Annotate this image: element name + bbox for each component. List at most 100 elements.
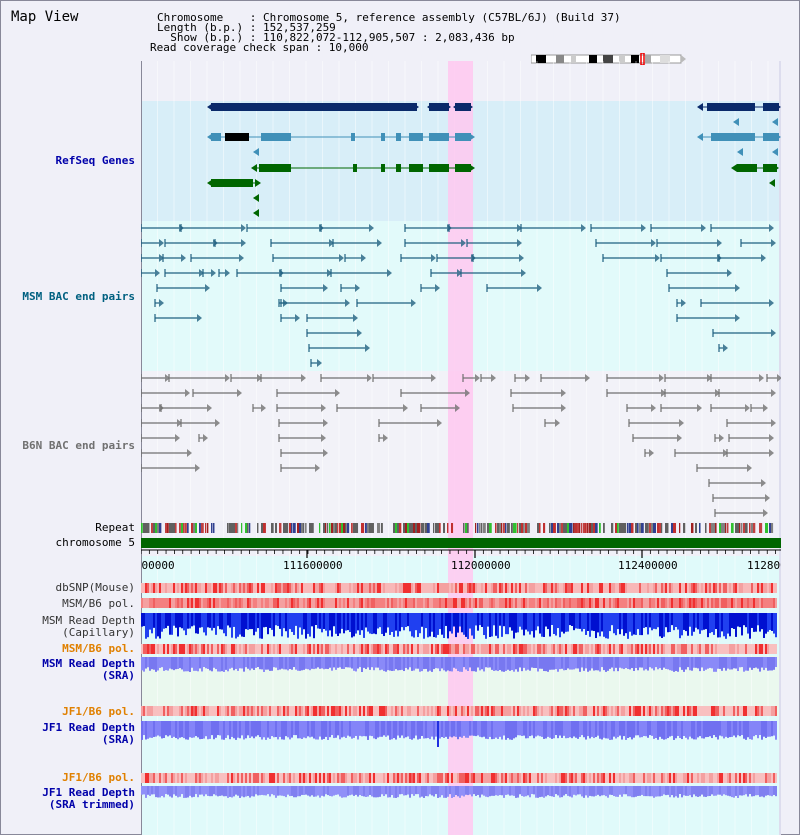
msm-depth-sra-bar — [183, 657, 185, 672]
msm-pol-2-cell — [543, 644, 545, 654]
msm-pol-1-cell — [647, 598, 649, 608]
jf1-depth-sra-bar — [577, 721, 579, 739]
msm-depth-cap-bar — [171, 613, 173, 635]
track-label-msm-pol-1[interactable]: MSM/B6 pol. — [62, 597, 135, 610]
msm-pol-1-cell — [757, 598, 759, 608]
jf1-depth-sra-bar — [145, 721, 147, 740]
jf1-pol-2-cell — [647, 773, 649, 783]
jf1-pol-2-cell — [491, 773, 493, 783]
track-label-msm-depth-sra[interactable]: MSM Read Depth — [42, 657, 135, 670]
repeat-element — [553, 523, 556, 533]
msm-bac-arrow — [771, 239, 776, 247]
b6n-bac-arrow — [763, 404, 768, 412]
msm-pol-1-cell — [433, 598, 435, 608]
jf1-pol-1-cell — [275, 706, 277, 716]
dbsnp-cell — [599, 583, 601, 593]
msm-depth-cap-bar — [445, 613, 447, 626]
jf1-pol-1-cell — [585, 706, 587, 716]
jf1-depth-sra-bar — [565, 721, 567, 739]
jf1-depth-trim-bar — [319, 786, 321, 798]
msm-depth-cap-bar — [229, 613, 231, 628]
msm-pol-2-cell — [609, 644, 611, 654]
jf1-pol-1-cell — [365, 706, 367, 716]
jf1-pol-2-cell — [321, 773, 323, 783]
msm-pol-2-cell — [243, 644, 245, 654]
jf1-depth-trim-bar — [447, 786, 449, 797]
jf1-depth-trim-bar — [541, 786, 543, 797]
msm-pol-2-cell — [519, 644, 521, 654]
msm-pol-2-cell — [579, 644, 581, 654]
jf1-depth-trim-bar — [583, 786, 585, 798]
jf1-pol-2-cell — [429, 773, 431, 783]
msm-pol-2-cell — [591, 644, 593, 654]
dbsnp-cell — [313, 583, 315, 593]
jf1-depth-trim-bar — [383, 786, 385, 797]
jf1-pol-2-cell — [433, 773, 435, 783]
jf1-pol-1-cell — [347, 706, 349, 716]
msm-bac-arrow — [159, 239, 164, 247]
msm-depth-cap-bar — [225, 613, 227, 637]
msm-pol-2-cell — [669, 644, 671, 654]
msm-depth-cap-bar — [387, 613, 389, 628]
msm-pol-1-cell — [247, 598, 249, 608]
msm-pol-1-cell — [515, 598, 517, 608]
jf1-depth-trim-bar — [145, 786, 147, 798]
msm-depth-cap-bar — [407, 613, 409, 627]
jf1-depth-trim-bar — [625, 786, 627, 795]
msm-pol-1-cell — [725, 598, 727, 608]
jf1-depth-sra-bar — [161, 721, 163, 739]
chromosome-ideogram[interactable] — [531, 53, 686, 65]
jf1-pol-1-cell — [555, 706, 557, 716]
msm-pol-2-cell — [231, 644, 233, 654]
jf1-pol-1-cell — [439, 706, 441, 716]
msm-depth-sra-bar — [263, 657, 265, 672]
track-label-jf1-depth-sra[interactable]: JF1 Read Depth — [42, 721, 135, 734]
msm-pol-2-cell — [387, 644, 389, 654]
dbsnp-cell — [709, 583, 711, 593]
jf1-pol-1-cell — [543, 706, 545, 716]
repeat-element — [537, 523, 540, 533]
jf1-pol-2-cell — [523, 773, 525, 783]
dbsnp-cell — [269, 583, 271, 593]
jf1-pol-1-cell — [401, 706, 403, 716]
msm-depth-cap-bar — [441, 613, 443, 635]
repeat-element — [589, 523, 592, 533]
msm-depth-cap-bar — [313, 613, 315, 639]
msm-pol-1-cell — [583, 598, 585, 608]
track-label-jf1-pol-2[interactable]: JF1/B6 pol. — [62, 771, 135, 784]
jf1-depth-sra-bar — [599, 721, 601, 739]
jf1-depth-sra-bar — [465, 721, 467, 738]
ruler-tick-label: 111200000 — [141, 559, 175, 572]
msm-pol-2-cell — [675, 644, 677, 654]
track-label-msm-depth-cap[interactable]: MSM Read Depth — [42, 614, 135, 627]
track-label-jf1-depth-trim[interactable]: JF1 Read Depth — [42, 786, 135, 799]
msm-pol-1-cell — [319, 598, 321, 608]
msm-pol-2-cell — [175, 644, 177, 654]
b6n-bac-arrow — [187, 449, 192, 457]
msm-pol-1-cell — [211, 598, 213, 608]
track-label-msm-bac[interactable]: MSM BAC end pairs — [22, 290, 135, 303]
genome-browser-tracks[interactable]: 1112000001116000001120000001124000001128… — [141, 61, 781, 835]
msm-pol-1-cell — [269, 598, 271, 608]
msm-depth-cap-bar — [141, 613, 143, 627]
jf1-pol-2-cell — [571, 773, 573, 783]
jf1-pol-2-cell — [245, 773, 247, 783]
jf1-depth-sra-bar — [603, 721, 605, 738]
jf1-pol-2-cell — [367, 773, 369, 783]
msm-depth-cap-bar — [233, 613, 235, 627]
repeat-element — [523, 523, 525, 533]
track-label-b6n-bac[interactable]: B6N BAC end pairs — [22, 439, 135, 452]
track-label-refseq[interactable]: RefSeq Genes — [55, 154, 135, 167]
jf1-depth-trim-bar — [425, 786, 427, 797]
track-label-repeat[interactable]: Repeat — [95, 521, 135, 534]
track-label-dbsnp[interactable]: dbSNP(Mouse) — [55, 581, 135, 594]
repeat-element — [381, 523, 383, 533]
track-label-jf1-pol-1[interactable]: JF1/B6 pol. — [62, 705, 135, 718]
jf1-pol-1-cell — [383, 706, 385, 716]
msm-pol-2-cell — [237, 644, 239, 654]
msm-pol-1-cell — [705, 598, 707, 608]
jf1-depth-trim-bar — [313, 786, 315, 797]
track-label-msm-pol-2[interactable]: MSM/B6 pol. — [62, 642, 135, 655]
msm-depth-sra-bar — [565, 657, 567, 671]
msm-pol-2-cell — [471, 644, 473, 654]
